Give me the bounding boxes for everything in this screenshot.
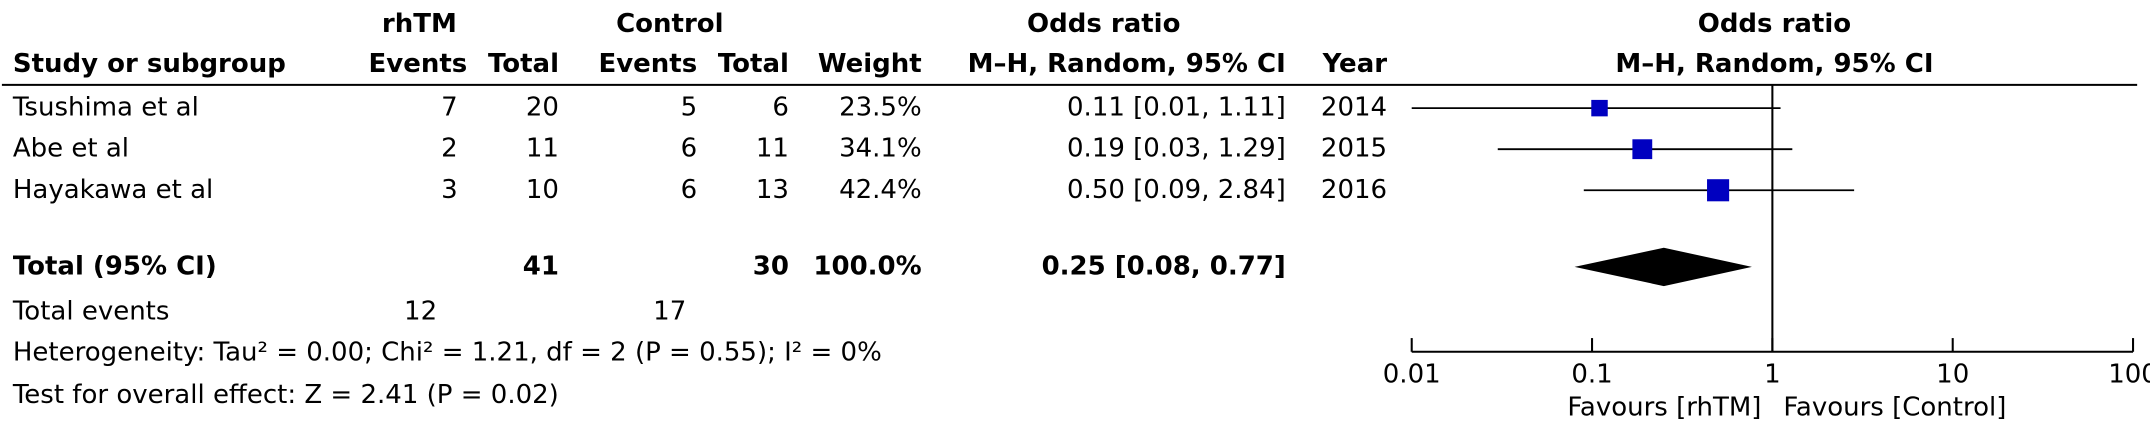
events-header: Events bbox=[598, 49, 697, 79]
weight: 23.5% bbox=[839, 93, 922, 123]
x-tick-label: 10 bbox=[1936, 360, 1969, 390]
x-tick-label: 0.01 bbox=[1383, 360, 1441, 390]
favours-left: Favours [rhTM] bbox=[1567, 392, 1761, 422]
effect-square bbox=[1591, 99, 1608, 117]
weight: 42.4% bbox=[839, 175, 922, 205]
plot-subtitle: M–H, Random, 95% CI bbox=[1615, 49, 1933, 79]
total: 13 bbox=[756, 175, 789, 205]
study-header: Study or subgroup bbox=[13, 49, 286, 79]
year: 2015 bbox=[1321, 134, 1387, 164]
total: 6 bbox=[772, 93, 789, 123]
weight: 34.1% bbox=[839, 134, 922, 164]
x-tick-label: 100 bbox=[2108, 360, 2150, 390]
effect-ci: 0.25 [0.08, 0.77] bbox=[1042, 251, 1286, 281]
effect-square bbox=[1707, 179, 1730, 202]
weight: 100.0% bbox=[813, 251, 921, 281]
effect-square bbox=[1632, 139, 1653, 160]
year: 2016 bbox=[1321, 175, 1387, 205]
method-header: M–H, Random, 95% CI bbox=[968, 49, 1286, 79]
year: 2014 bbox=[1321, 93, 1387, 123]
total: 10 bbox=[526, 175, 559, 205]
heterogeneity: Heterogeneity: Tau² = 0.00; Chi² = 1.21,… bbox=[13, 338, 882, 368]
group1-header: rhTM bbox=[382, 9, 457, 39]
total: 20 bbox=[526, 93, 559, 123]
weight-header: Weight bbox=[818, 49, 922, 79]
plot-title: Odds ratio bbox=[1698, 9, 1851, 39]
total-events: 12 bbox=[404, 297, 437, 327]
study-name: Tsushima et al bbox=[12, 93, 199, 123]
total-events: 17 bbox=[653, 297, 686, 327]
x-tick-label: 0.1 bbox=[1571, 360, 1612, 390]
events-header: Events bbox=[369, 49, 468, 79]
total-header: Total bbox=[718, 49, 789, 79]
year-header: Year bbox=[1322, 49, 1388, 79]
events: 7 bbox=[441, 93, 458, 123]
total: 30 bbox=[753, 251, 789, 281]
total: 41 bbox=[523, 251, 559, 281]
study-name: Hayakawa et al bbox=[13, 175, 213, 205]
effect-header: Odds ratio bbox=[1027, 9, 1180, 39]
study-name: Abe et al bbox=[13, 134, 129, 164]
total-events-label: Total events bbox=[12, 297, 170, 327]
effect-ci: 0.11 [0.01, 1.11] bbox=[1067, 93, 1286, 123]
favours-right: Favours [Control] bbox=[1783, 392, 2006, 422]
events: 3 bbox=[441, 175, 458, 205]
events: 6 bbox=[681, 134, 698, 164]
x-tick-label: 1 bbox=[1764, 360, 1781, 390]
total: 11 bbox=[526, 134, 559, 164]
group2-header: Control bbox=[616, 9, 723, 39]
total: 11 bbox=[756, 134, 789, 164]
total-name: Total (95% CI) bbox=[13, 251, 217, 281]
events: 6 bbox=[681, 175, 698, 205]
effect-ci: 0.19 [0.03, 1.29] bbox=[1067, 134, 1286, 164]
total-header: Total bbox=[488, 49, 559, 79]
effect-ci: 0.50 [0.09, 2.84] bbox=[1067, 175, 1286, 205]
events: 2 bbox=[441, 134, 458, 164]
pooled-diamond bbox=[1574, 247, 1752, 287]
overall-effect: Test for overall effect: Z = 2.41 (P = 0… bbox=[12, 380, 559, 410]
events: 5 bbox=[681, 93, 698, 123]
